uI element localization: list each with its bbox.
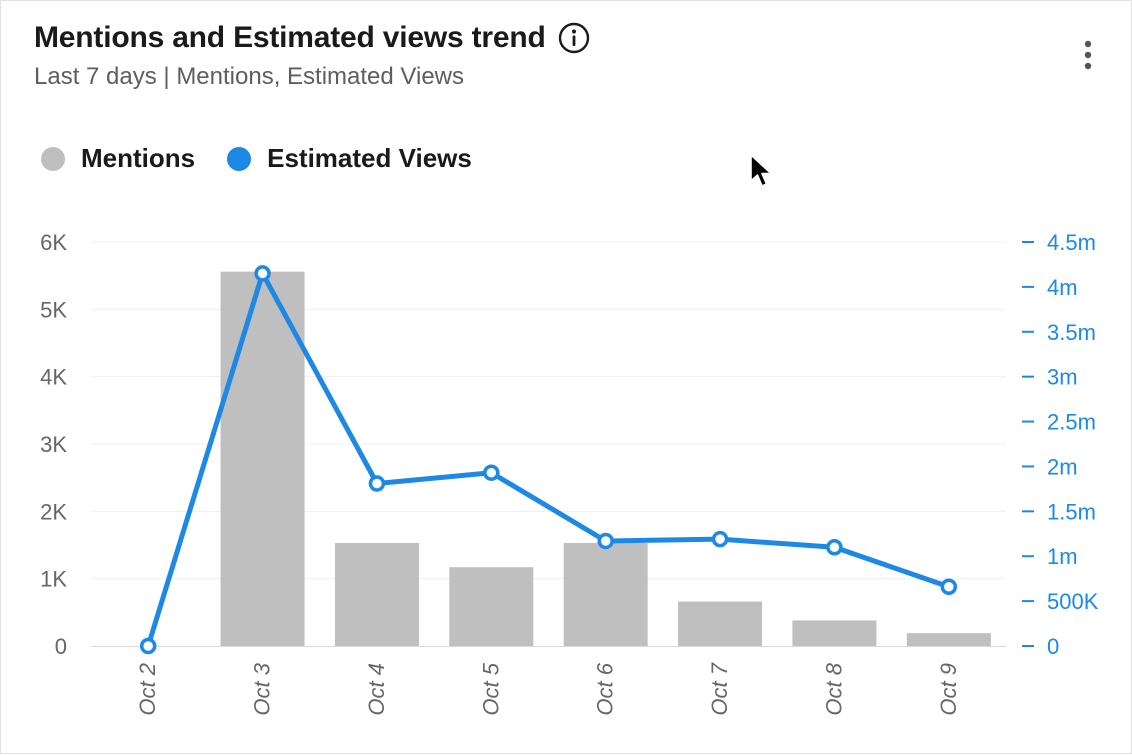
chart-subtitle: Last 7 days | Mentions, Estimated Views xyxy=(34,63,464,90)
bar-mentions xyxy=(563,542,648,646)
x-tick-label: Oct 3 xyxy=(250,662,275,715)
x-tick-label: Oct 7 xyxy=(707,662,732,715)
x-tick-label: Oct 2 xyxy=(135,663,160,716)
x-tick-label: Oct 8 xyxy=(821,662,846,715)
info-icon[interactable] xyxy=(558,22,590,54)
y-right-tick-label: 1m xyxy=(1047,544,1078,569)
y-left-tick-label: 4K xyxy=(40,365,67,390)
point-estimated-views xyxy=(711,530,729,548)
legend-dot-estimated-views xyxy=(227,146,252,171)
bar-mentions xyxy=(792,620,877,646)
point-estimated-views xyxy=(254,265,271,282)
y-right-tick-label: 2m xyxy=(1047,454,1078,479)
point-estimated-views xyxy=(826,538,843,556)
x-tick-label: Oct 6 xyxy=(593,662,618,715)
chart-legend: Mentions Estimated Views xyxy=(41,143,504,174)
more-vertical-icon[interactable] xyxy=(1077,39,1099,73)
legend-dot-mentions xyxy=(41,146,65,171)
y-right-tick-label: 3m xyxy=(1047,365,1078,390)
y-right-tick-label: 3.5m xyxy=(1047,320,1096,345)
bar-mentions xyxy=(449,567,534,646)
point-estimated-views xyxy=(483,464,500,481)
point-estimated-views xyxy=(940,578,958,595)
line-estimated-views xyxy=(145,270,952,649)
x-tick-label: Oct 4 xyxy=(364,663,389,716)
chart-title: Mentions and Estimated views trend xyxy=(34,21,546,54)
y-left-tick-label: 6K xyxy=(40,230,67,255)
legend-label-estimated-views: Estimated Views xyxy=(267,143,472,173)
y-right-tick-label: 1.5m xyxy=(1047,499,1096,524)
y-left-tick-label: 3K xyxy=(40,432,67,457)
y-left-tick-label: 1K xyxy=(40,567,67,592)
y-right-tick-label: 4.5m xyxy=(1047,230,1096,255)
x-tick-label: Oct 9 xyxy=(936,663,961,716)
y-left-tick-label: 0 xyxy=(55,634,67,659)
bar-mentions xyxy=(678,601,763,646)
point-estimated-views xyxy=(139,637,157,655)
y-right-tick-label: 4m xyxy=(1047,275,1078,300)
bar-mentions xyxy=(334,542,419,646)
point-estimated-views xyxy=(368,475,386,492)
bar-mentions xyxy=(906,633,991,646)
y-left-tick-label: 5K xyxy=(40,297,67,322)
y-right-tick-label: 2.5m xyxy=(1047,410,1096,435)
x-tick-label: Oct 5 xyxy=(478,662,503,715)
mouse-pointer-icon xyxy=(750,154,772,187)
legend-item-mentions[interactable]: Mentions xyxy=(41,143,195,174)
legend-item-estimated-views[interactable]: Estimated Views xyxy=(227,143,472,174)
bar-mentions xyxy=(220,271,305,646)
y-right-tick-label: 500K xyxy=(1047,589,1099,614)
y-right-tick-label: 0 xyxy=(1047,634,1059,659)
point-estimated-views xyxy=(597,532,614,550)
title-row: Mentions and Estimated views trend xyxy=(34,21,590,55)
y-left-tick-label: 2K xyxy=(40,499,67,524)
legend-label-mentions: Mentions xyxy=(81,143,196,173)
